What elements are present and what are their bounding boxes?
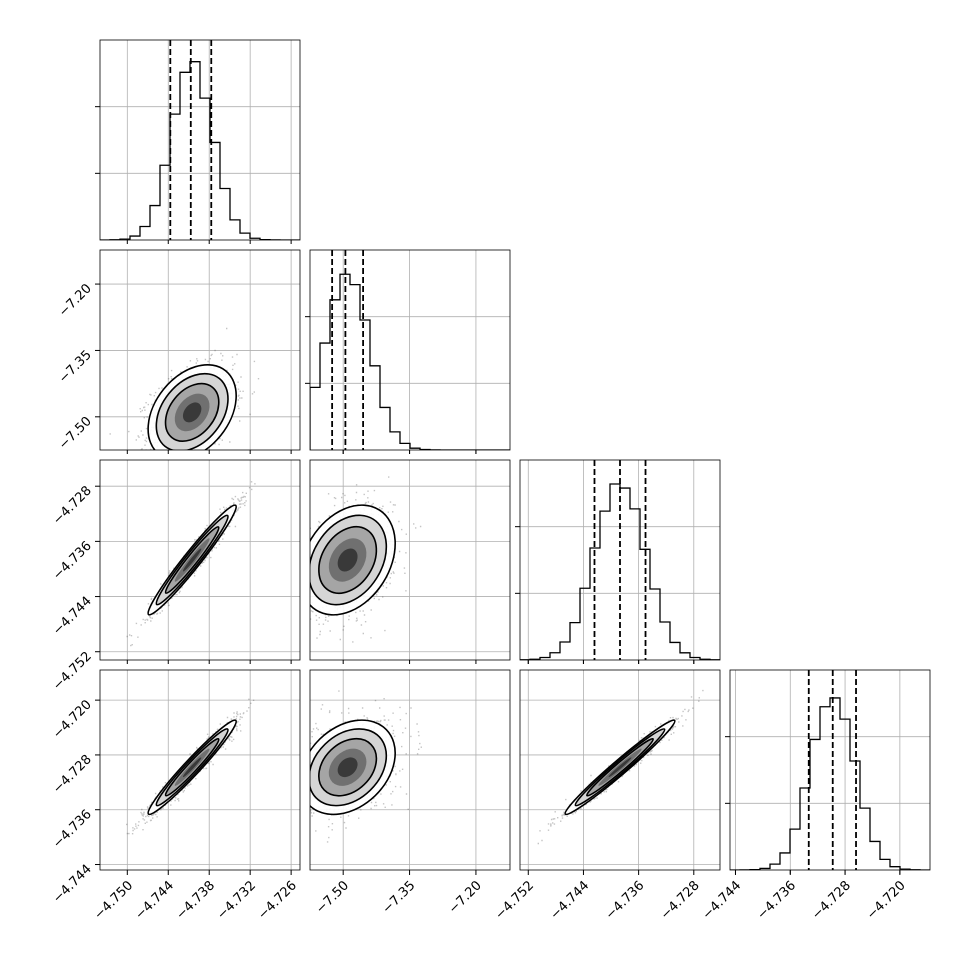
y-tick-label: −4.728 [50, 752, 95, 797]
x-tick-label: −7.35 [380, 878, 419, 917]
diag-panel-2 [515, 459, 721, 661]
panel-frame [729, 669, 931, 871]
y-tick-label: −7.35 [56, 348, 95, 387]
scatter-panel-1-0 [99, 249, 301, 451]
y-tick-label: −4.744 [50, 594, 95, 639]
y-tick-label: −7.50 [56, 414, 95, 453]
x-tick-label: −4.744 [700, 878, 745, 923]
x-tick-label: −4.736 [603, 878, 648, 923]
histogram-3 [730, 697, 930, 870]
x-tick-label: −4.728 [809, 878, 854, 923]
x-tick-label: −7.20 [446, 878, 485, 917]
panel-content [126, 481, 256, 647]
panel-frame [99, 459, 301, 661]
density-contour-4 [337, 548, 358, 572]
y-tick-label: −4.744 [50, 862, 95, 907]
panel-frame [99, 39, 301, 241]
diag-panel-1 [305, 249, 511, 451]
panel-content [537, 689, 704, 845]
density-contour-4 [182, 402, 202, 423]
panel-content [126, 698, 255, 835]
panel-frame [99, 669, 301, 871]
y-tick-label: −4.736 [50, 807, 95, 852]
y-tick-label: −4.720 [50, 697, 95, 742]
histogram-2 [520, 483, 720, 660]
x-tick-label: −7.50 [313, 878, 352, 917]
density-contour-4 [182, 548, 202, 572]
density-contour-4 [182, 757, 202, 778]
x-tick-label: −4.720 [864, 878, 909, 923]
y-tick-label: −4.728 [50, 483, 95, 528]
histogram-1 [310, 273, 510, 450]
scatter-panel-3-0 [99, 669, 301, 871]
y-tick-label: −7.20 [56, 281, 95, 320]
panel-content [310, 690, 422, 843]
diag-panel-3 [725, 669, 931, 871]
y-tick-label: −4.752 [50, 649, 95, 694]
diag-panel-0 [95, 39, 301, 241]
x-tick-label: −4.732 [214, 878, 259, 923]
density-contour-4 [608, 757, 632, 778]
panel-content [109, 327, 260, 450]
x-tick-label: −4.744 [132, 878, 177, 923]
x-tick-label: −4.738 [173, 878, 218, 923]
scatter-panel-3-2 [519, 669, 721, 871]
scatter-panel-2-1 [309, 459, 511, 661]
scatter-panel-3-1 [309, 669, 511, 871]
scatter-panel-2-0 [99, 459, 301, 661]
y-tick-label: −4.736 [50, 539, 95, 584]
x-tick-label: −4.744 [548, 878, 593, 923]
x-tick-label: −4.752 [492, 878, 537, 923]
panel-frame [519, 459, 721, 661]
x-tick-label: −4.736 [754, 878, 799, 923]
panel-content [310, 476, 422, 643]
x-tick-label: −4.728 [658, 878, 703, 923]
x-tick-label: −4.726 [255, 878, 300, 923]
panel-frame [519, 669, 721, 871]
histogram-0 [100, 61, 300, 240]
density-contour-4 [337, 757, 358, 778]
x-tick-label: −4.750 [92, 878, 137, 923]
